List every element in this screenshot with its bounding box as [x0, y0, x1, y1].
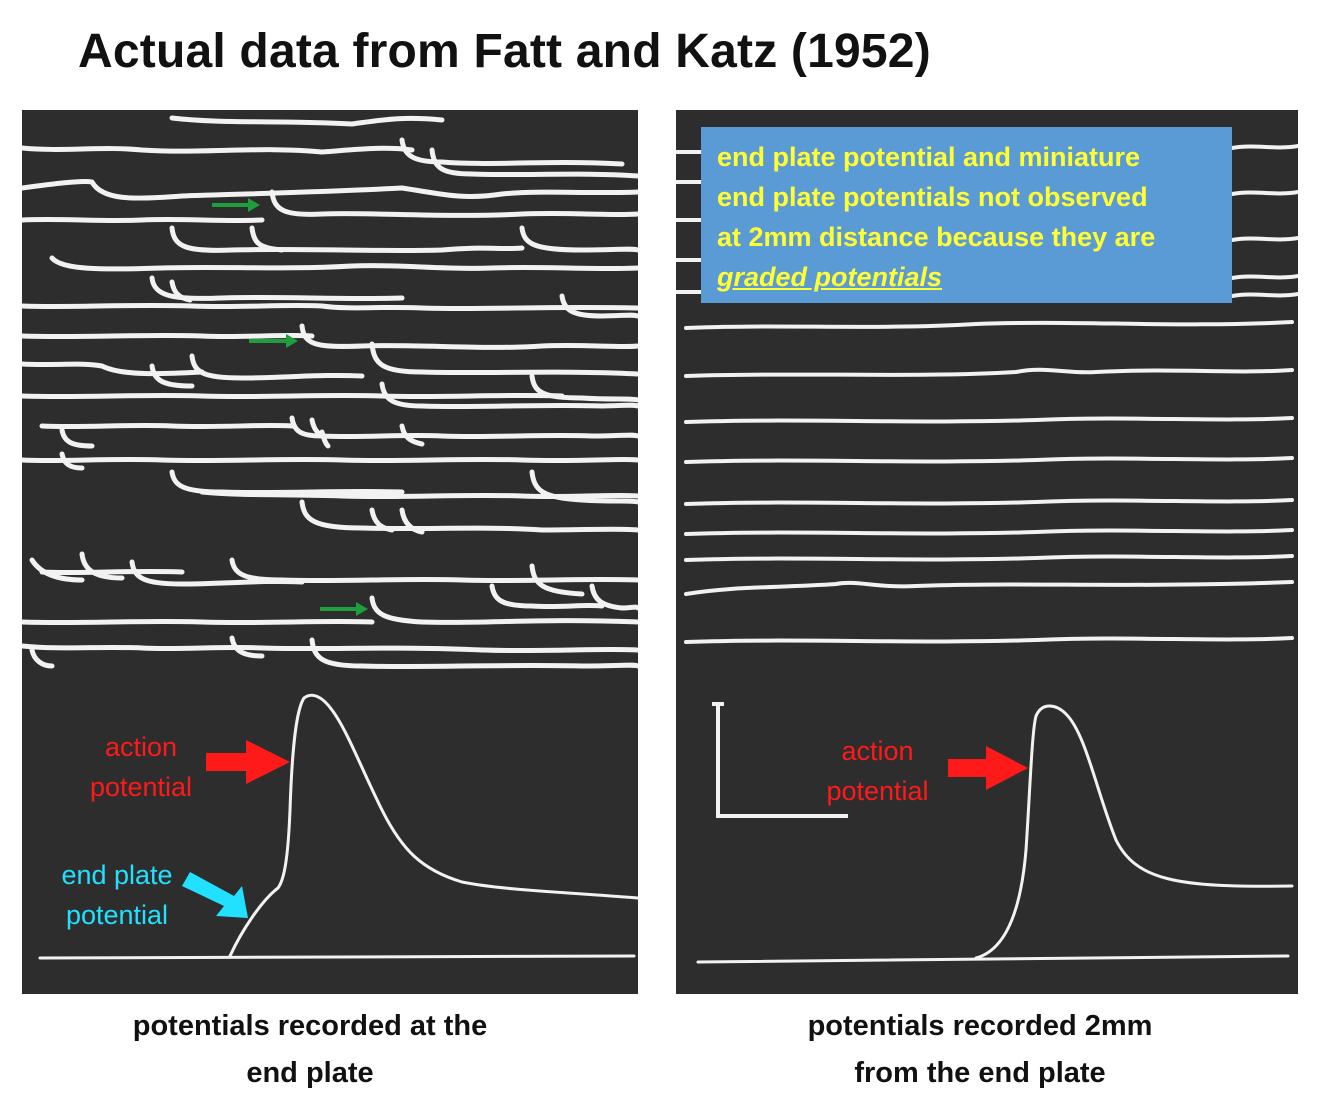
scale-bar	[712, 702, 848, 818]
left-caption-line2: end plate	[246, 1057, 374, 1089]
slide-title: Actual data from Fatt and Katz (1952)	[78, 25, 931, 78]
epp-label-line2: potential	[65, 900, 169, 930]
action-potential-label-remote: action potential	[800, 731, 955, 811]
action-potential-trace	[38, 693, 638, 960]
note-line-1: end plate potential and miniature	[717, 142, 1141, 172]
note-line-3: at 2mm distance because they are	[717, 222, 1156, 252]
action-label-line2-remote: potential	[826, 776, 929, 806]
epp-arrow	[182, 872, 248, 918]
action-arrow	[206, 740, 290, 784]
miniature-epp-traces	[22, 115, 638, 670]
left-caption-line1: potentials recorded at the	[132, 1010, 488, 1042]
epp-label-line1: end plate	[61, 860, 173, 890]
left-panel-caption: potentials recorded at the end plate	[60, 1003, 560, 1097]
right-caption-line2: from the end plate	[854, 1057, 1106, 1089]
right-caption-line1: potentials recorded 2mm	[807, 1010, 1153, 1042]
note-emphasis: graded potentials	[717, 262, 943, 292]
action-label-line2: potential	[89, 772, 193, 802]
end-plate-potential-label: end plate potential	[42, 855, 192, 935]
flat-traces	[676, 144, 1298, 644]
end-plate-recording-panel	[22, 110, 638, 994]
marker-arrows	[212, 198, 368, 616]
action-arrow-remote	[948, 746, 1028, 790]
graded-potentials-note: end plate potential and miniature end pl…	[701, 127, 1232, 303]
note-line-2: end plate potentials not observed	[717, 182, 1148, 212]
action-label-line1-remote: action	[841, 736, 914, 766]
action-potential-trace-remote	[696, 704, 1294, 964]
action-potential-label: action potential	[66, 727, 216, 807]
action-label-line1: action	[104, 732, 178, 762]
right-panel-caption: potentials recorded 2mm from the end pla…	[740, 1003, 1220, 1097]
